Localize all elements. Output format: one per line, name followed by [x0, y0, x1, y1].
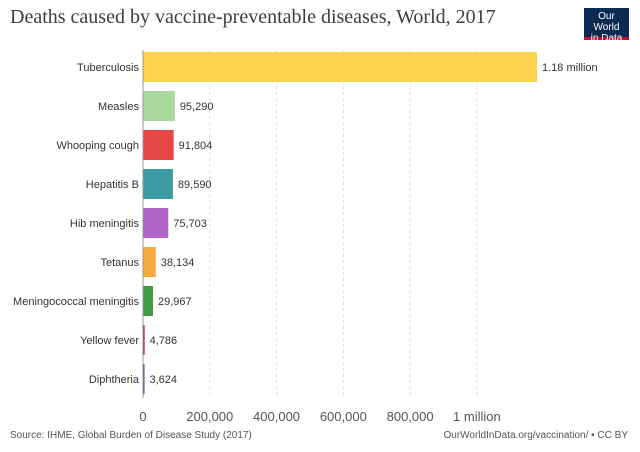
bar [143, 169, 173, 199]
x-tick-label: 200,000 [186, 409, 233, 424]
value-label: 38,134 [161, 257, 195, 269]
bar [143, 91, 175, 121]
bar [143, 52, 537, 82]
bar [143, 130, 174, 160]
category-label: Hepatitis B [86, 179, 139, 191]
chart-title: Deaths caused by vaccine-preventable dis… [10, 6, 496, 28]
source-note[interactable]: Source: IHME, Global Burden of Disease S… [10, 430, 252, 441]
x-tick-label: 600,000 [320, 409, 367, 424]
bar [143, 247, 156, 277]
category-label: Measles [98, 101, 139, 113]
value-label: 3,624 [150, 374, 178, 386]
value-label: 1.18 million [542, 62, 598, 74]
logo-line-2: in Data [590, 33, 623, 44]
bar [143, 364, 145, 394]
value-label: 95,290 [180, 101, 214, 113]
category-label: Hib meningitis [70, 218, 140, 230]
value-label: 75,703 [173, 218, 207, 230]
x-tick-label: 400,000 [253, 409, 300, 424]
value-label: 4,786 [150, 335, 178, 347]
category-label: Diphtheria [89, 374, 140, 386]
category-label: Meningococcal meningitis [13, 296, 139, 308]
category-label: Tetanus [100, 257, 139, 269]
bar [143, 286, 154, 316]
x-tick-label: 0 [139, 409, 146, 424]
value-label: 29,967 [158, 296, 192, 308]
license-credit[interactable]: OurWorldInData.org/vaccination/ • CC BY [443, 430, 628, 441]
value-label: 89,590 [178, 179, 212, 191]
bar [143, 208, 169, 238]
value-label: 91,804 [179, 140, 213, 152]
x-tick-label: 800,000 [387, 409, 434, 424]
category-label: Whooping cough [56, 140, 139, 152]
category-label: Yellow fever [80, 335, 139, 347]
logo-line-1: Our World [593, 11, 620, 33]
category-label: Tuberculosis [77, 62, 139, 74]
bar [143, 325, 145, 355]
owid-logo[interactable]: Our World in Data [584, 8, 629, 44]
x-tick-label: 1 million [453, 409, 501, 424]
